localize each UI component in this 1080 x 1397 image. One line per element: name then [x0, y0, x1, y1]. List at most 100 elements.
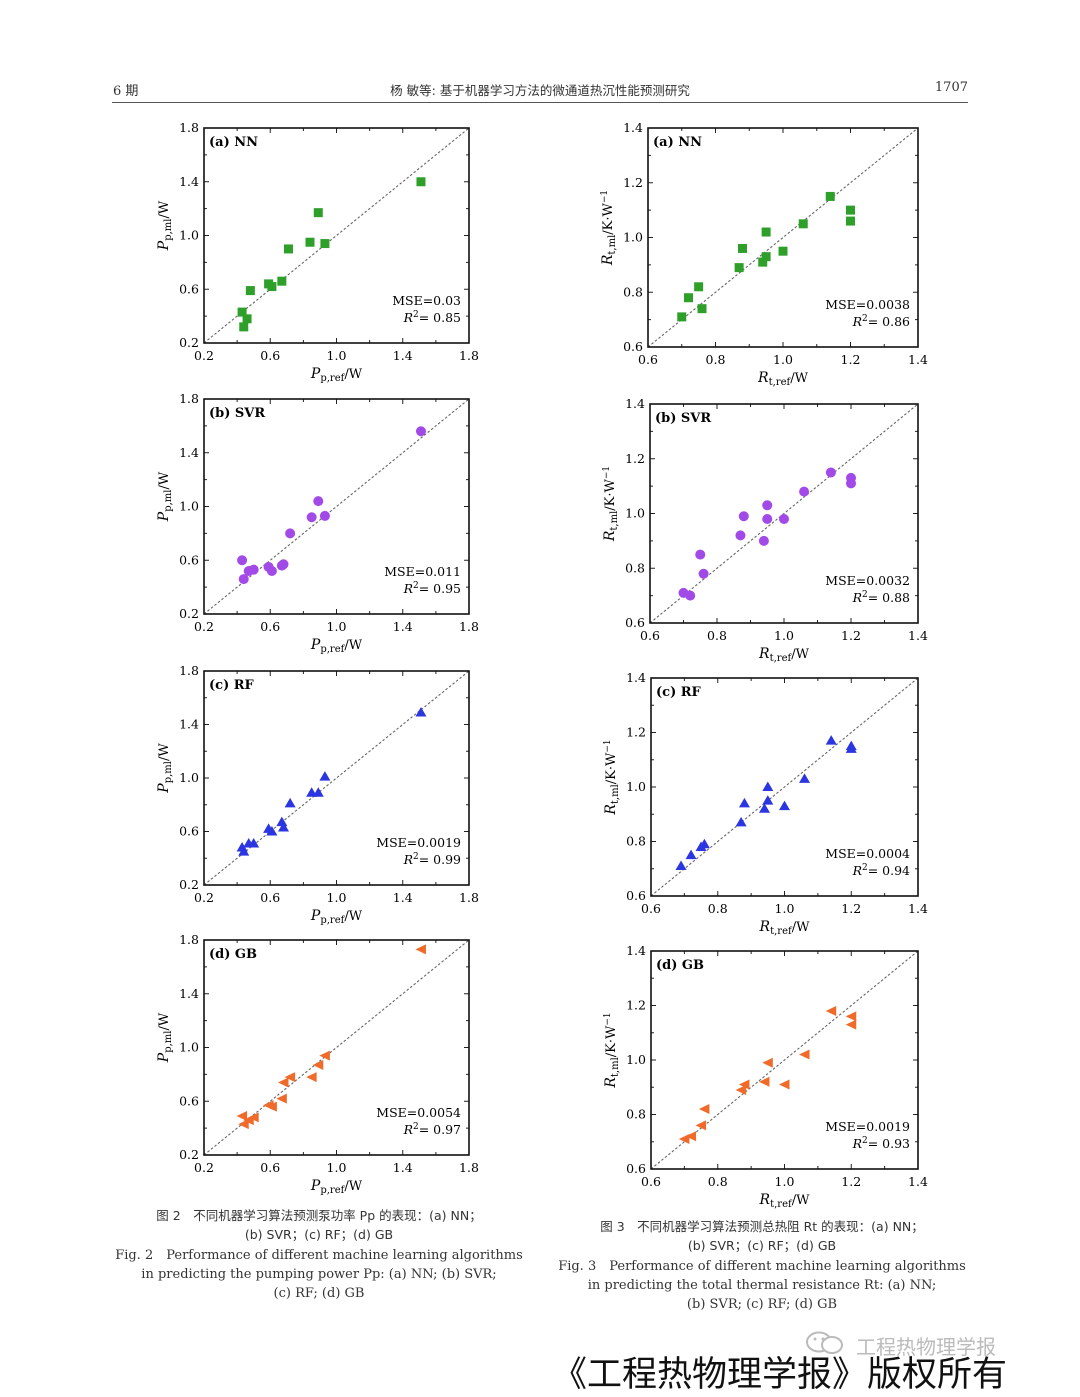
data-point	[312, 787, 324, 797]
x-tick-label: 0.8	[708, 901, 728, 916]
y-tick-label: 1.8	[179, 663, 199, 678]
y-tick-label: 1.0	[179, 499, 199, 514]
reference-line-y-equals-x	[650, 677, 919, 897]
data-point	[825, 1005, 837, 1016]
plot-frame	[203, 670, 470, 886]
panel-label: (d) GB	[209, 947, 257, 962]
data-point	[697, 304, 707, 314]
data-point	[284, 1072, 296, 1083]
y-tick-label: 1.4	[179, 445, 199, 460]
data-point	[306, 512, 317, 523]
y-tick-label: 0.6	[623, 339, 643, 354]
data-point	[825, 467, 836, 478]
data-point	[845, 740, 857, 751]
panel-label: (c) RF	[656, 685, 702, 700]
data-point	[779, 800, 790, 811]
x-tick-label: 1.0	[773, 352, 793, 367]
data-point	[278, 559, 289, 570]
running-title: 杨 敏等: 基于机器学习方法的微通道热沉性能预测研究	[390, 83, 690, 98]
y-tick-label: 0.6	[179, 552, 199, 567]
data-point	[738, 1079, 750, 1090]
r2-number: = 0.85	[419, 310, 461, 325]
data-point	[313, 208, 323, 218]
x-tick-label: 1.4	[908, 628, 928, 643]
x-tick-label: 0.2	[194, 619, 214, 634]
figure-2-caption-en-line-1: Fig. 2 Performance of different machine …	[115, 1248, 523, 1263]
y-axis-label: Rt,ml/K·W−1	[603, 1012, 621, 1088]
x-axis-label: Pp,ref/W	[310, 1178, 363, 1196]
figure-2-caption-zh-line-1: 图 2 不同机器学习算法预测泵功率 Pp 的表现：(a) NN；	[156, 1208, 482, 1223]
y-tick-label: 1.0	[623, 230, 643, 245]
data-point	[758, 1076, 770, 1087]
figure-3-caption-en-line-1: Fig. 3 Performance of different machine …	[558, 1259, 966, 1274]
x-tick-label: 1.0	[774, 628, 794, 643]
x-tick-label: 1.2	[841, 352, 861, 367]
x-tick-label: 0.2	[194, 1160, 214, 1175]
reference-line-y-equals-x	[203, 670, 470, 886]
x-tick-label: 1.2	[841, 901, 861, 916]
r2-value: R2= 0.95	[403, 581, 461, 596]
r2-number: = 0.88	[868, 590, 910, 605]
r2-number: = 0.86	[868, 314, 910, 329]
y-axis-label: Rt,ml/K·W−1	[600, 190, 618, 266]
figure-2-caption-en-line-2: in predicting the pumping power Pp: (a) …	[141, 1267, 497, 1282]
x-tick-label: 0.6	[260, 1160, 280, 1175]
data-point	[248, 1112, 259, 1123]
x-axis-label: Rt,ref/W	[759, 1192, 811, 1210]
data-point	[846, 216, 855, 226]
data-point	[416, 177, 426, 187]
y-tick-label: 0.2	[179, 606, 199, 621]
y-tick-label: 1.2	[623, 175, 643, 190]
data-point	[846, 205, 855, 215]
data-point	[306, 1072, 317, 1083]
data-point	[695, 549, 706, 560]
data-point	[738, 243, 747, 253]
data-point	[278, 821, 289, 832]
x-tick-label: 1.0	[327, 1160, 347, 1175]
figure-3-caption: 图 3 不同机器学习算法预测总热阻 Rt 的表现：(a) NN； (b) SVR…	[556, 1217, 968, 1314]
data-point	[735, 1084, 747, 1095]
plot-frame	[647, 127, 919, 348]
y-tick-label: 1.4	[626, 943, 646, 958]
x-tick-label: 1.2	[841, 628, 861, 643]
chart-p-rf: 0.2 0.6 1.0 1.4 1.8 0.2 0.6 1.0 1.4 1.8 (c) RF MSE=…	[156, 663, 479, 926]
y-axis-label: Pp,ml/W	[156, 1012, 174, 1063]
data-point	[738, 797, 750, 808]
page-number-issue: 6 期	[113, 84, 139, 99]
data-point	[237, 307, 247, 317]
mse-value: MSE=0.0004	[825, 846, 910, 861]
data-point	[846, 478, 856, 489]
data-point	[799, 486, 810, 497]
data-point	[277, 276, 287, 286]
panel-label: (b) SVR	[209, 406, 265, 421]
data-point	[735, 530, 746, 541]
data-point	[238, 1119, 249, 1130]
data-point	[266, 566, 277, 576]
data-point	[320, 239, 330, 249]
plot-frame	[203, 398, 470, 615]
y-tick-label: 0.6	[179, 1093, 199, 1108]
x-tick-label: 1.2	[841, 1174, 861, 1189]
data-point	[825, 735, 837, 745]
x-axis-label: Rt,ref/W	[757, 370, 809, 388]
x-axis-label: Rt,ref/W	[759, 919, 811, 937]
data-point	[738, 511, 749, 522]
y-tick-label: 1.8	[179, 120, 199, 135]
y-tick-label: 0.6	[625, 615, 645, 630]
mse-value: MSE=0.011	[384, 564, 461, 579]
plot-frame	[203, 127, 470, 344]
r2-value: R2= 0.93	[852, 1136, 910, 1151]
data-point	[762, 513, 773, 524]
data-point	[779, 513, 789, 524]
y-tick-label: 0.6	[626, 888, 646, 903]
data-point	[319, 771, 331, 781]
figure-3-caption-en-line-3: (b) SVR; (c) RF; (d) GB	[686, 1297, 838, 1312]
mse-value: MSE=0.0019	[825, 1119, 910, 1134]
r2-value: R2= 0.88	[852, 590, 910, 605]
r2-value: R2= 0.85	[403, 310, 461, 325]
data-point	[266, 826, 278, 836]
x-tick-label: 1.4	[393, 890, 413, 905]
r2-number: = 0.97	[419, 1122, 461, 1137]
y-tick-label: 1.8	[179, 391, 199, 406]
